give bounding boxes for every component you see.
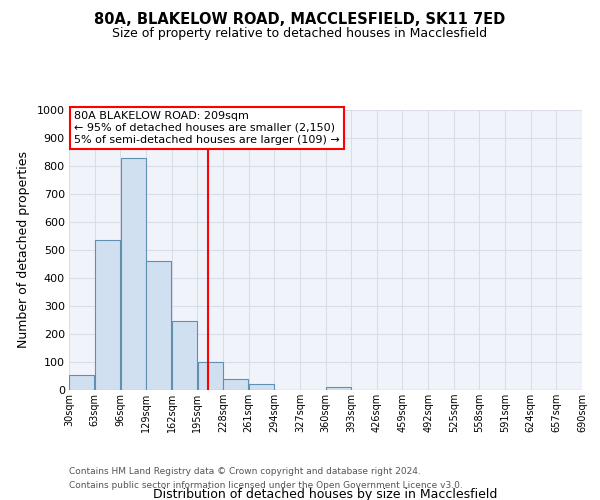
Bar [249,384,274,390]
Bar [172,322,197,390]
X-axis label: Distribution of detached houses by size in Macclesfield: Distribution of detached houses by size … [154,488,497,500]
Bar [326,387,351,390]
Bar [121,158,146,390]
Y-axis label: Number of detached properties: Number of detached properties [17,152,30,348]
Text: Contains public sector information licensed under the Open Government Licence v3: Contains public sector information licen… [69,481,463,490]
Text: Size of property relative to detached houses in Macclesfield: Size of property relative to detached ho… [112,28,488,40]
Bar [95,240,120,390]
Bar [197,362,223,390]
Bar [146,261,171,390]
Bar [70,374,94,390]
Text: Contains HM Land Registry data © Crown copyright and database right 2024.: Contains HM Land Registry data © Crown c… [69,467,421,476]
Bar [223,379,248,390]
Text: 80A, BLAKELOW ROAD, MACCLESFIELD, SK11 7ED: 80A, BLAKELOW ROAD, MACCLESFIELD, SK11 7… [94,12,506,28]
Text: 80A BLAKELOW ROAD: 209sqm
← 95% of detached houses are smaller (2,150)
5% of sem: 80A BLAKELOW ROAD: 209sqm ← 95% of detac… [74,112,340,144]
